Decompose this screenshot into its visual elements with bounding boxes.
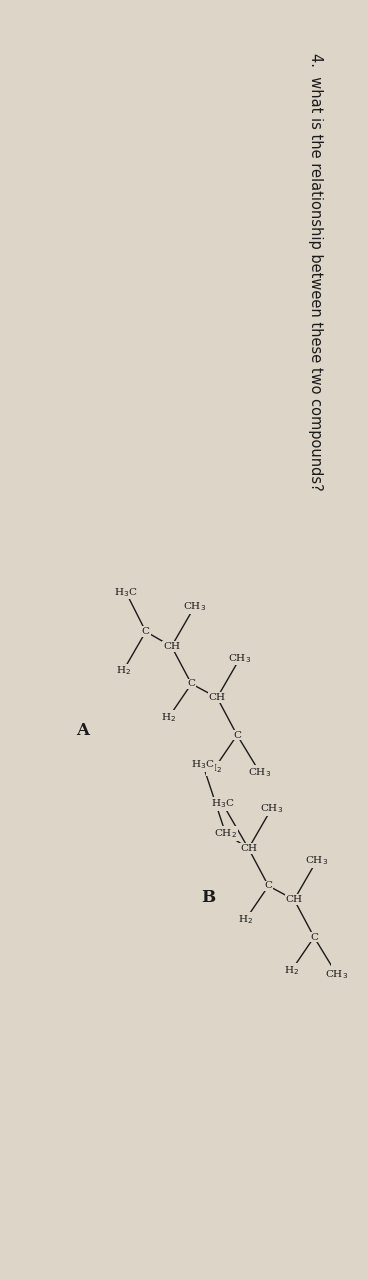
Text: C: C	[310, 933, 318, 942]
Text: H$_3$C: H$_3$C	[114, 586, 138, 599]
Text: CH$_3$: CH$_3$	[305, 854, 329, 867]
Text: 4.  what is the relationship between these two compounds?: 4. what is the relationship between thes…	[308, 52, 323, 490]
Text: C: C	[187, 680, 195, 689]
Text: CH$_3$: CH$_3$	[260, 803, 283, 815]
Text: H$_2$: H$_2$	[207, 762, 222, 774]
Text: CH$_3$: CH$_3$	[183, 600, 206, 613]
Text: CH$_3$: CH$_3$	[229, 652, 251, 664]
Text: H$_2$: H$_2$	[284, 964, 299, 977]
Text: CH$_3$: CH$_3$	[325, 968, 348, 980]
Text: C: C	[233, 731, 241, 740]
Text: H$_3$C: H$_3$C	[191, 758, 215, 771]
Text: A: A	[77, 722, 89, 739]
Text: CH: CH	[286, 895, 302, 904]
Text: CH: CH	[209, 694, 226, 703]
Text: H$_2$: H$_2$	[238, 913, 253, 925]
Text: C: C	[142, 627, 150, 636]
Text: H$_2$: H$_2$	[116, 664, 131, 677]
Text: CH: CH	[163, 641, 180, 652]
Text: H$_2$: H$_2$	[161, 710, 176, 723]
Text: H$_3$C: H$_3$C	[211, 797, 234, 810]
Text: C: C	[265, 882, 272, 891]
Text: CH: CH	[240, 844, 257, 852]
Text: CH$_3$: CH$_3$	[248, 767, 272, 780]
Text: CH$_2$: CH$_2$	[214, 827, 237, 840]
Text: B: B	[202, 890, 216, 906]
